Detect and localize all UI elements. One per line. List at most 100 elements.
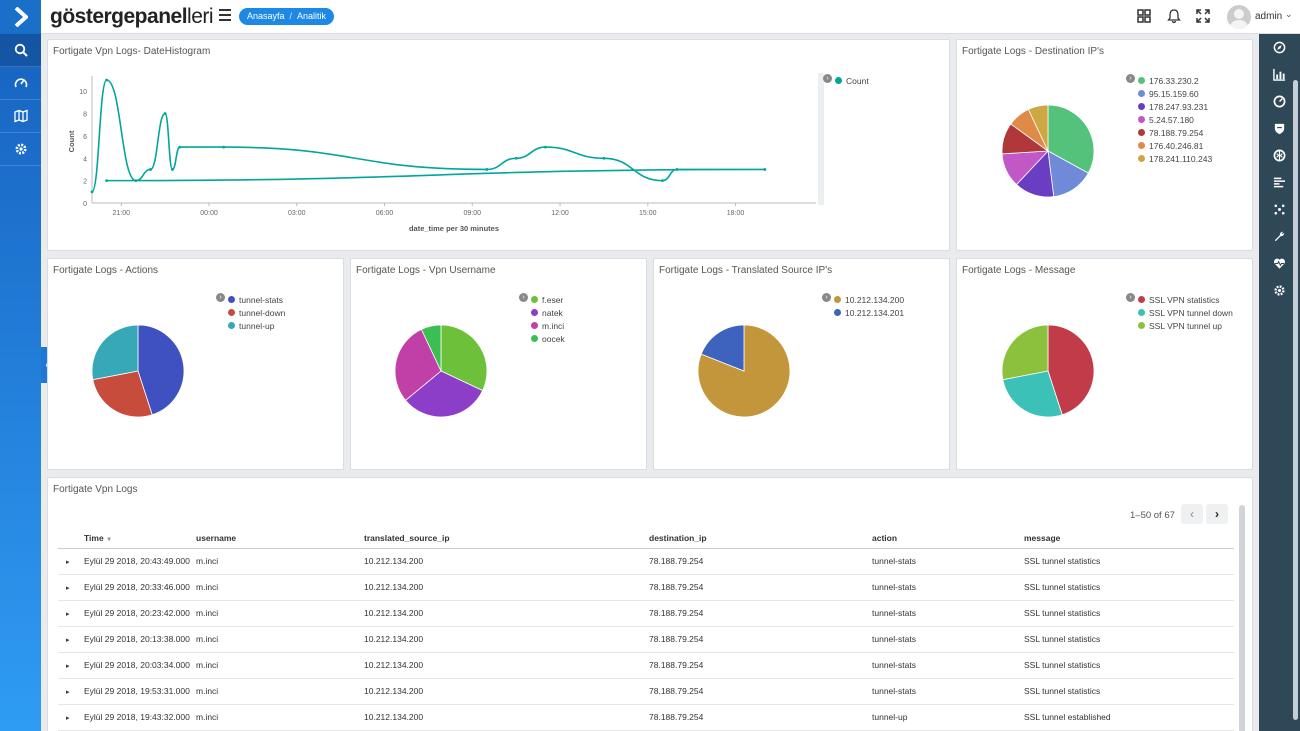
right-item-ml[interactable]: [1259, 142, 1300, 169]
chevron-down-icon[interactable]: ⌄: [1285, 9, 1293, 19]
right-item-management[interactable]: [1259, 277, 1300, 304]
legend-item[interactable]: SSL VPN statistics: [1138, 293, 1233, 306]
pie-slice-natek[interactable]: [404, 370, 484, 418]
legend-toggle-icon[interactable]: ›: [1126, 293, 1135, 302]
table-row[interactable]: ▸ Eylül 29 2018, 19:53:31.000 m.inci 10.212…: [58, 678, 1234, 705]
pie-slice-178.241.110.243[interactable]: [1027, 104, 1049, 152]
legend-item[interactable]: tunnel-stats: [228, 293, 285, 306]
table-row[interactable]: ▸ Eylül 29 2018, 20:43:49.000 m.inci 10.212…: [58, 548, 1234, 575]
pie-slice-176.33.230.2[interactable]: [1047, 104, 1095, 174]
right-item-dashboard[interactable]: [1259, 88, 1300, 115]
data-point[interactable]: [675, 168, 679, 171]
right-item-security[interactable]: [1259, 115, 1300, 142]
right-item-discover[interactable]: [1259, 34, 1300, 61]
expand-row-icon[interactable]: ▸: [66, 611, 70, 618]
legend-item[interactable]: 5.24.57.180: [1138, 113, 1212, 126]
data-point[interactable]: [134, 179, 138, 183]
expand-row-icon[interactable]: ▸: [66, 715, 70, 722]
right-item-graph[interactable]: [1259, 196, 1300, 223]
data-point[interactable]: [661, 179, 664, 183]
table-scrollbar[interactable]: [1239, 505, 1245, 731]
right-item-devtools[interactable]: [1259, 223, 1300, 250]
pie-slice-SSL VPN tunnel up[interactable]: [1001, 324, 1049, 381]
legend-item[interactable]: 10.212.134.201: [834, 306, 904, 319]
legend-item[interactable]: m.inci: [531, 319, 565, 332]
table-row[interactable]: ▸ Eylül 29 2018, 20:33:46.000 m.inci 10.212…: [58, 574, 1234, 601]
legend-item[interactable]: 176.40.246.81: [1138, 139, 1212, 152]
legend-item[interactable]: tunnel-down: [228, 306, 285, 319]
legend-item[interactable]: 10.212.134.200: [834, 293, 904, 306]
next-page-button[interactable]: ›: [1206, 504, 1228, 524]
column-header-username[interactable]: username: [196, 528, 364, 549]
table-row[interactable]: ▸ Eylül 29 2018, 20:23:42.000 m.inci 10.212…: [58, 600, 1234, 627]
fullscreen-icon[interactable]: [1195, 8, 1211, 24]
pie-slice-SSL VPN tunnel down[interactable]: [1002, 370, 1063, 418]
legend-item-count[interactable]: Count: [835, 74, 869, 87]
prev-page-button[interactable]: ‹: [1181, 504, 1203, 524]
expand-row-icon[interactable]: ▸: [66, 585, 70, 592]
table-row[interactable]: ▸ Eylül 29 2018, 20:13:38.000 m.inci 10.212…: [58, 626, 1234, 653]
legend-item[interactable]: SSL VPN tunnel up: [1138, 319, 1233, 332]
data-point[interactable]: [171, 168, 174, 171]
breadcrumb-home[interactable]: Anasayfa: [247, 11, 285, 21]
data-point[interactable]: [163, 112, 167, 115]
legend-toggle-icon[interactable]: ›: [823, 74, 832, 83]
expand-row-icon[interactable]: ▸: [66, 637, 70, 644]
app-logo[interactable]: [0, 0, 41, 34]
data-point[interactable]: [178, 145, 182, 149]
menu-icon[interactable]: [219, 9, 231, 23]
column-header-time[interactable]: Time ▼: [84, 528, 196, 549]
pie-slice-SSL VPN statistics[interactable]: [1047, 324, 1095, 416]
table-row[interactable]: ▸ Eylül 29 2018, 19:43:32.000 m.inci 10.212…: [58, 704, 1234, 731]
sidebar-item-dashboard[interactable]: [0, 67, 41, 100]
legend-item[interactable]: 95.15.159.60: [1138, 87, 1212, 100]
sidebar-item-map[interactable]: [0, 100, 41, 133]
legend-item[interactable]: 178.247.93.231: [1138, 100, 1212, 113]
legend-toggle-icon[interactable]: ›: [519, 293, 528, 302]
legend-toggle-icon[interactable]: ›: [216, 293, 225, 302]
data-point[interactable]: [763, 168, 767, 171]
legend-item[interactable]: 176.33.230.2: [1138, 74, 1212, 87]
legend-item[interactable]: tunnel-up: [228, 319, 285, 332]
data-point[interactable]: [222, 145, 226, 149]
right-item-timeline[interactable]: [1259, 169, 1300, 196]
sidebar-item-settings[interactable]: [0, 133, 41, 166]
sort-desc-icon[interactable]: ▼: [106, 536, 113, 543]
expand-row-icon[interactable]: ▸: [66, 559, 70, 566]
legend-item[interactable]: natek: [531, 306, 565, 319]
sidebar-item-search[interactable]: [0, 34, 41, 67]
pie-slice-oocek[interactable]: [420, 324, 442, 372]
legend-item[interactable]: f.eser: [531, 293, 565, 306]
column-header-message[interactable]: message: [1024, 528, 1234, 549]
data-point[interactable]: [485, 168, 489, 171]
pie-slice-10.212.134.201[interactable]: [700, 324, 745, 372]
legend-item[interactable]: 178.241.110.243: [1138, 152, 1212, 165]
column-header-translated-source-ip[interactable]: translated_source_ip: [364, 528, 649, 549]
breadcrumb-analytics[interactable]: Analitik: [297, 11, 327, 21]
avatar[interactable]: [1227, 5, 1251, 29]
data-point[interactable]: [105, 179, 109, 183]
data-point[interactable]: [90, 190, 94, 194]
legend-item[interactable]: oocek: [531, 332, 565, 345]
user-name[interactable]: admin: [1255, 11, 1283, 22]
data-point[interactable]: [514, 156, 518, 160]
column-header-destination-ip[interactable]: destination_ip: [649, 528, 872, 549]
page-scrollbar[interactable]: [1293, 80, 1298, 720]
data-point[interactable]: [602, 156, 606, 160]
data-point[interactable]: [105, 78, 109, 82]
pie-slice-tunnel-up[interactable]: [91, 324, 139, 381]
table-row[interactable]: ▸ Eylül 29 2018, 20:03:34.000 m.inci 10.212…: [58, 652, 1234, 679]
data-point[interactable]: [544, 145, 547, 149]
right-item-visualize[interactable]: [1259, 61, 1300, 88]
right-item-monitoring[interactable]: [1259, 250, 1300, 277]
pie-slice-tunnel-down[interactable]: [92, 370, 153, 418]
legend-toggle-icon[interactable]: ›: [1126, 74, 1135, 83]
legend-item[interactable]: SSL VPN tunnel down: [1138, 306, 1233, 319]
pie-slice-f.eser[interactable]: [440, 324, 488, 392]
apps-grid-icon[interactable]: [1136, 8, 1152, 24]
legend-toggle-icon[interactable]: ›: [822, 293, 831, 302]
data-point[interactable]: [149, 168, 152, 171]
column-header-action[interactable]: action: [872, 528, 1024, 549]
legend-item[interactable]: 78.188.79.254: [1138, 126, 1212, 139]
pie-slice-tunnel-stats[interactable]: [137, 324, 185, 416]
